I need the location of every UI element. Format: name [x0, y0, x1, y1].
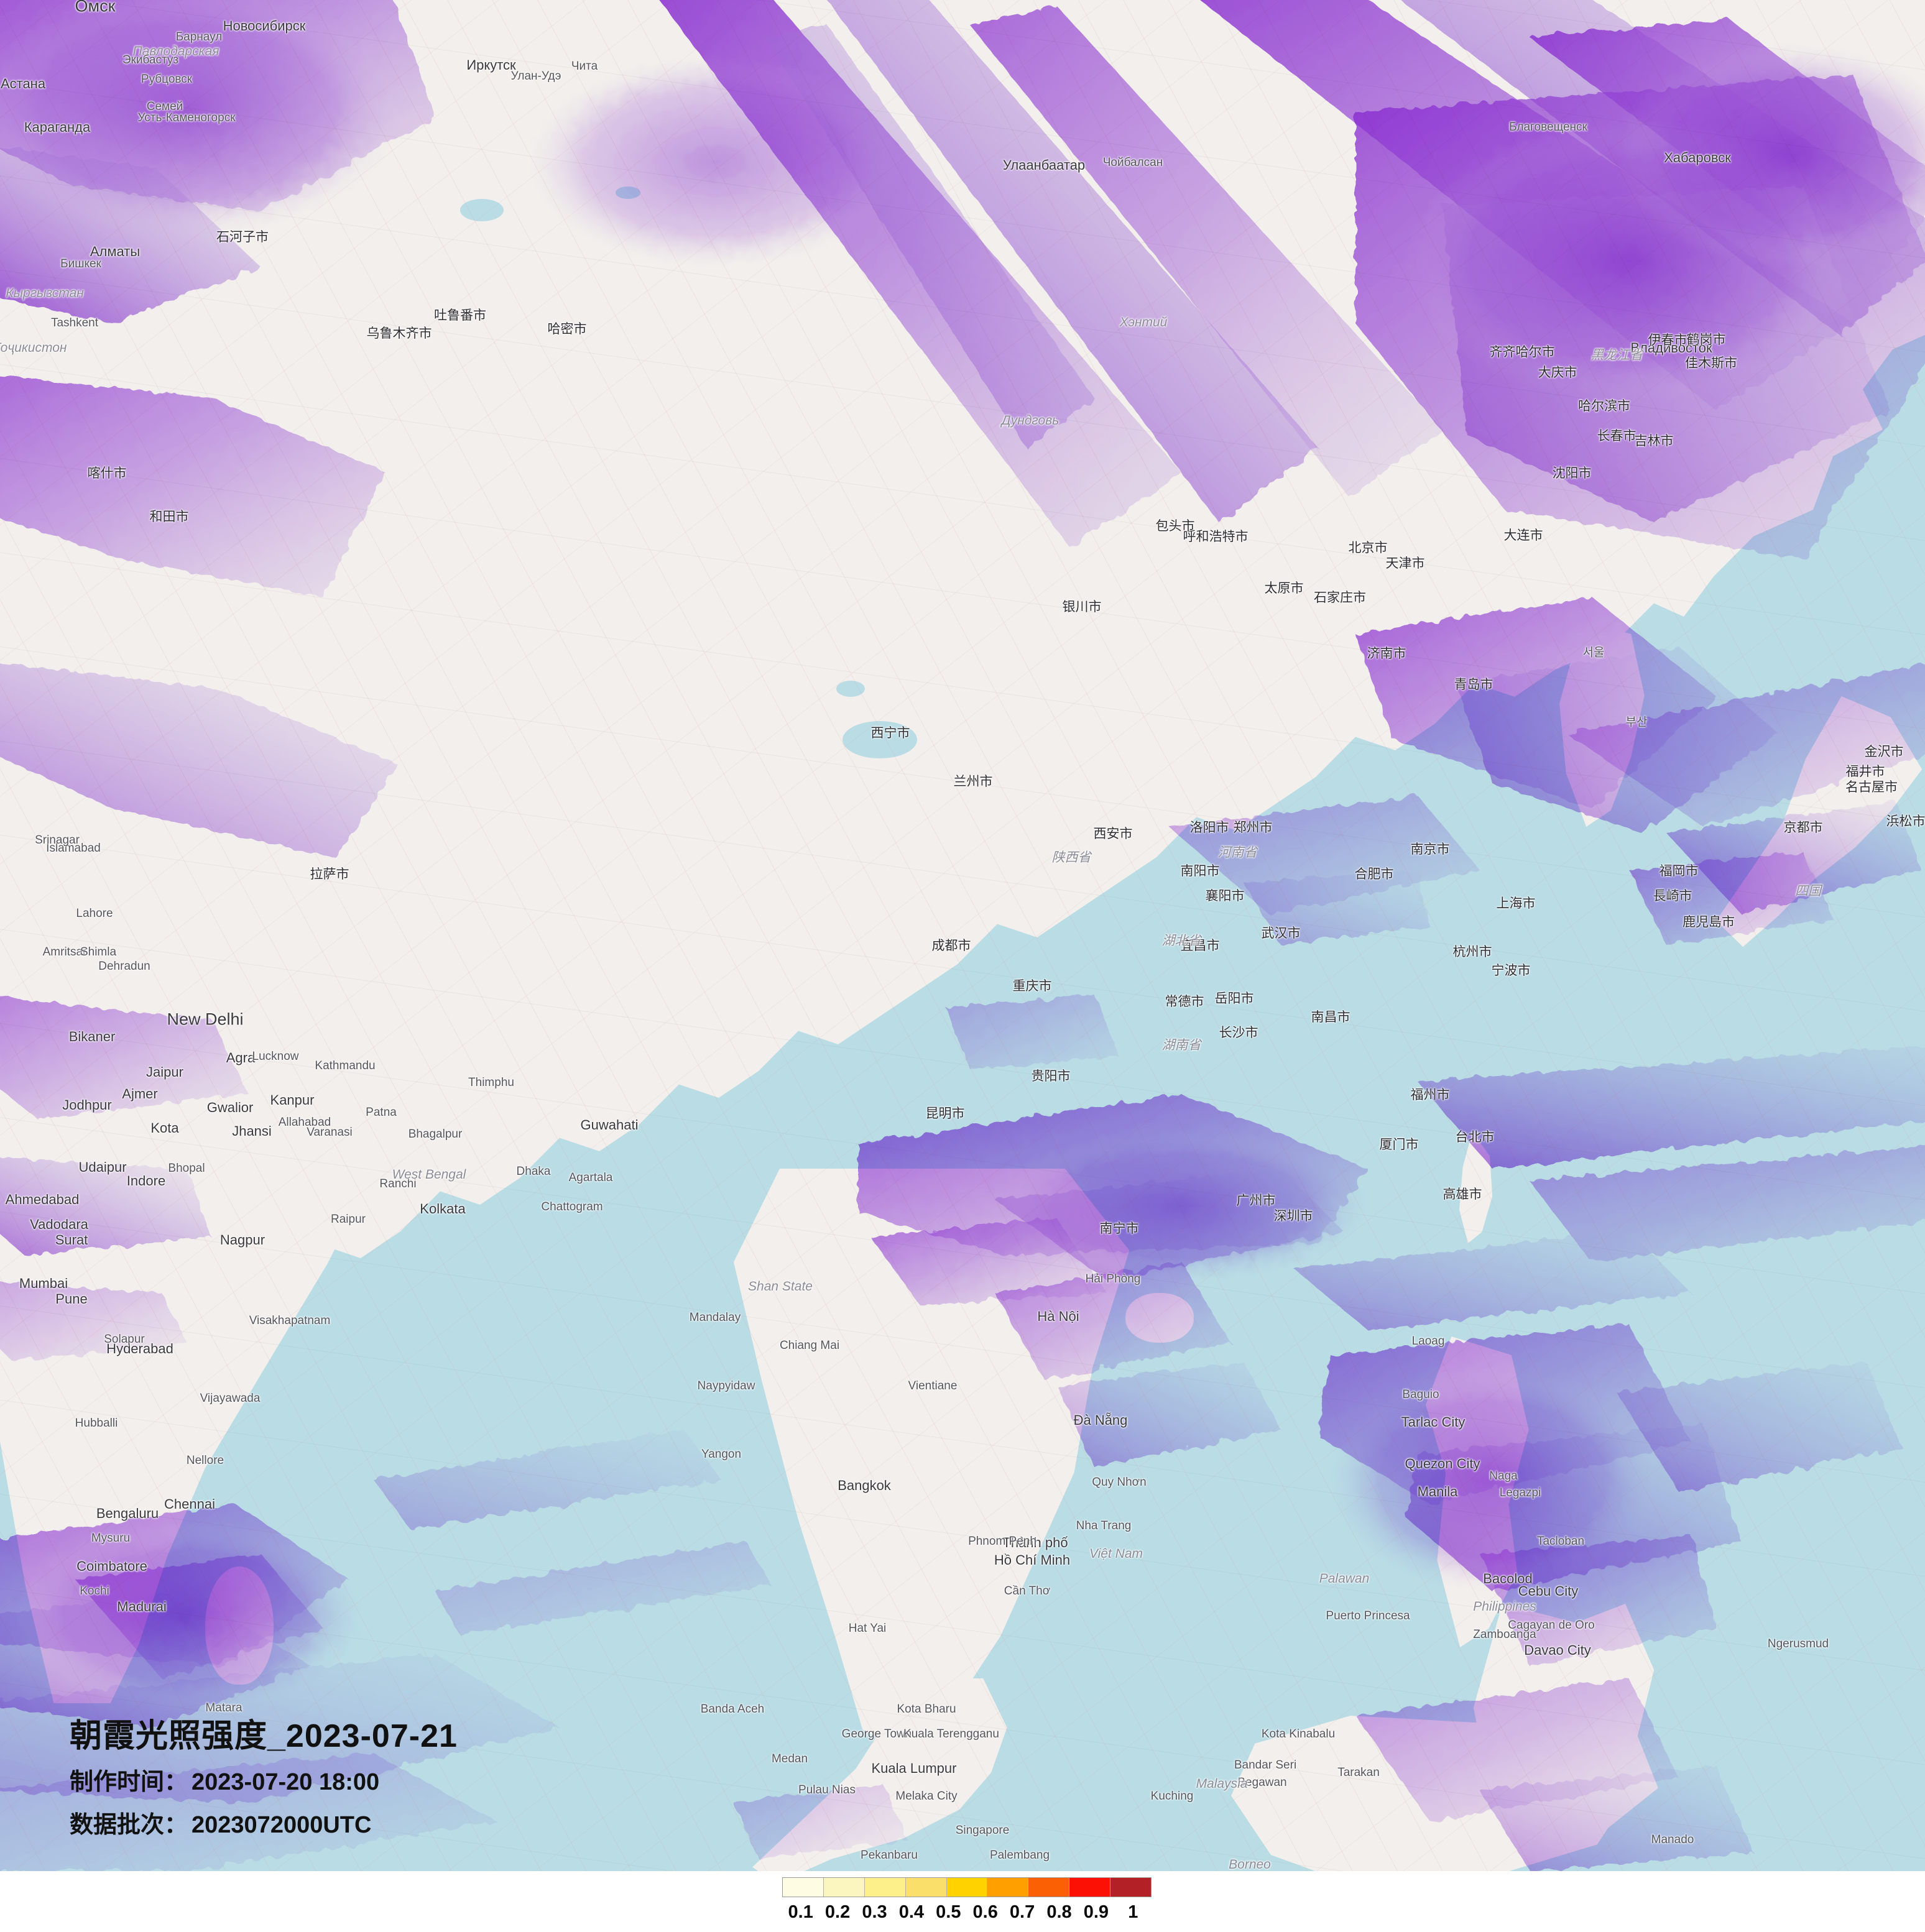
map-label: 宁波市 [1491, 964, 1531, 978]
colorbar-swatch-9 [1110, 1878, 1152, 1897]
colorbar-swatch-8 [1069, 1878, 1111, 1897]
map-label: 厦门市 [1379, 1138, 1419, 1152]
lake-small-2 [616, 186, 640, 199]
map-label: 襄阳市 [1205, 889, 1245, 903]
map-label: 河南省 [1217, 845, 1257, 860]
map-label: Việt Nam [1089, 1547, 1143, 1561]
map-label: 福州市 [1410, 1088, 1450, 1102]
map-label: Matara [205, 1701, 242, 1714]
map-label: Palembang [989, 1849, 1050, 1862]
production-time-row: 制作时间： 2023-07-20 18:00 [70, 1769, 458, 1796]
map-label: 南京市 [1410, 842, 1450, 857]
colorbar-swatch-5 [946, 1878, 988, 1897]
map-label: 昆明市 [925, 1106, 965, 1121]
lake-small-1 [836, 681, 865, 697]
colorbar-tick-0.4: 0.4 [898, 1902, 925, 1922]
title-block: 朝霞光照强度_2023-07-21 制作时间： 2023-07-20 18:00 … [70, 1719, 458, 1856]
colorbar-tick-1: 1 [1128, 1902, 1138, 1922]
map-label: 贵阳市 [1031, 1069, 1071, 1083]
data-batch-value: 2023072000UTC [192, 1812, 372, 1839]
page-title: 朝霞光照强度_2023-07-21 [70, 1718, 458, 1754]
map-label: Mandalay [689, 1311, 741, 1324]
map-label: Puerto Princesa [1326, 1609, 1410, 1622]
map-label: Nha Trang [1076, 1519, 1132, 1532]
map-label: 南昌市 [1311, 1010, 1350, 1024]
data-batch-row: 数据批次： 2023072000UTC [70, 1812, 458, 1839]
lake-qinghai [842, 721, 917, 758]
colorbar[interactable] [782, 1877, 1152, 1897]
colorbar-tick-0.9: 0.9 [1083, 1902, 1109, 1922]
landmass-luzon [1426, 1336, 1529, 1647]
map-label: 长沙市 [1219, 1026, 1258, 1040]
map-label: 湖北省 [1161, 934, 1201, 948]
map-label: 合肥市 [1354, 867, 1394, 881]
map-label: 福岡市 [1659, 864, 1699, 878]
map-label: 宜昌市 [1180, 939, 1220, 953]
map-label: 長崎市 [1653, 889, 1692, 903]
map-label: 上海市 [1496, 896, 1536, 911]
map-label: Banda Aceh [700, 1703, 765, 1716]
colorbar-tick-labels: 0.1 0.2 0.3 0.4 0.5 0.6 0.7 0.8 0.9 1 [782, 1902, 1152, 1931]
map-label: Laoag [1411, 1335, 1445, 1348]
map-label: Kuching [1150, 1790, 1194, 1803]
colorbar-swatch-3 [864, 1878, 906, 1897]
map-label: 浜松市 [1886, 814, 1925, 829]
landmass-japan [1716, 696, 1923, 947]
map-canvas[interactable]: Омск Новосибирск Барнаул Иркутск Улан-Удэ Чит… [0, 0, 1925, 1871]
map-label: Manado [1651, 1833, 1694, 1846]
map-label: 深圳市 [1273, 1209, 1313, 1223]
map-label: Chattogram [541, 1200, 603, 1213]
colorbar-tick-0.2: 0.2 [824, 1902, 851, 1922]
map-label: 岳阳市 [1214, 991, 1254, 1006]
map-label: 广州市 [1236, 1194, 1276, 1208]
map-label: 常德市 [1165, 995, 1204, 1009]
map-label: 湖南省 [1161, 1038, 1201, 1052]
map-label: Yangon [701, 1448, 742, 1461]
map-label: Quy Nhơn [1092, 1476, 1147, 1489]
colorbar-wrap: 0.1 0.2 0.3 0.4 0.5 0.6 0.7 0.8 0.9 1 [782, 1877, 1152, 1931]
landmass-malay [752, 1678, 1007, 1871]
lake-balkhash [460, 199, 504, 221]
map-label: Naypyidaw [697, 1379, 755, 1392]
legend-area: 0.1 0.2 0.3 0.4 0.5 0.6 0.7 0.8 0.9 1 [0, 1871, 1925, 1932]
map-label: Palawan [1319, 1571, 1370, 1586]
map-label: Pekanbaru [861, 1849, 918, 1862]
landmass-hainan [1125, 1293, 1194, 1343]
colorbar-swatch-1 [783, 1878, 824, 1897]
colorbar-swatch-7 [1028, 1878, 1070, 1897]
landmass-sri-lanka [205, 1566, 274, 1685]
colorbar-swatch-6 [987, 1878, 1029, 1897]
map-label: Medan [771, 1752, 808, 1765]
landmass-indochina [734, 1169, 1130, 1753]
data-batch-label: 数据批次： [70, 1812, 188, 1839]
map-label: Singapore [955, 1824, 1010, 1837]
map-label: Ngerusmud [1767, 1637, 1829, 1650]
colorbar-tick-0.3: 0.3 [862, 1902, 887, 1922]
map-label: Cebu City [1518, 1583, 1579, 1599]
colorbar-tick-0.5: 0.5 [936, 1902, 961, 1922]
colorbar-swatch-2 [823, 1878, 865, 1897]
colorbar-tick-0.8: 0.8 [1046, 1902, 1072, 1922]
map-label: 南阳市 [1180, 864, 1220, 878]
map-label: 武汉市 [1261, 926, 1301, 941]
map-label: 重庆市 [1012, 979, 1052, 993]
production-time-value: 2023-07-20 18:00 [192, 1769, 380, 1795]
map-label: 杭州市 [1452, 945, 1492, 959]
map-label: Borneo [1229, 1857, 1271, 1871]
landmass-taiwan [1459, 1131, 1493, 1243]
map-label: Agartala [568, 1171, 613, 1184]
colorbar-tick-0.7: 0.7 [1009, 1902, 1035, 1922]
map-label: Tacloban [1536, 1535, 1585, 1548]
colorbar-tick-0.6: 0.6 [972, 1902, 998, 1922]
production-time-label: 制作时间： [70, 1769, 188, 1795]
colorbar-tick-0.1: 0.1 [788, 1902, 813, 1922]
colorbar-swatch-4 [905, 1878, 947, 1897]
